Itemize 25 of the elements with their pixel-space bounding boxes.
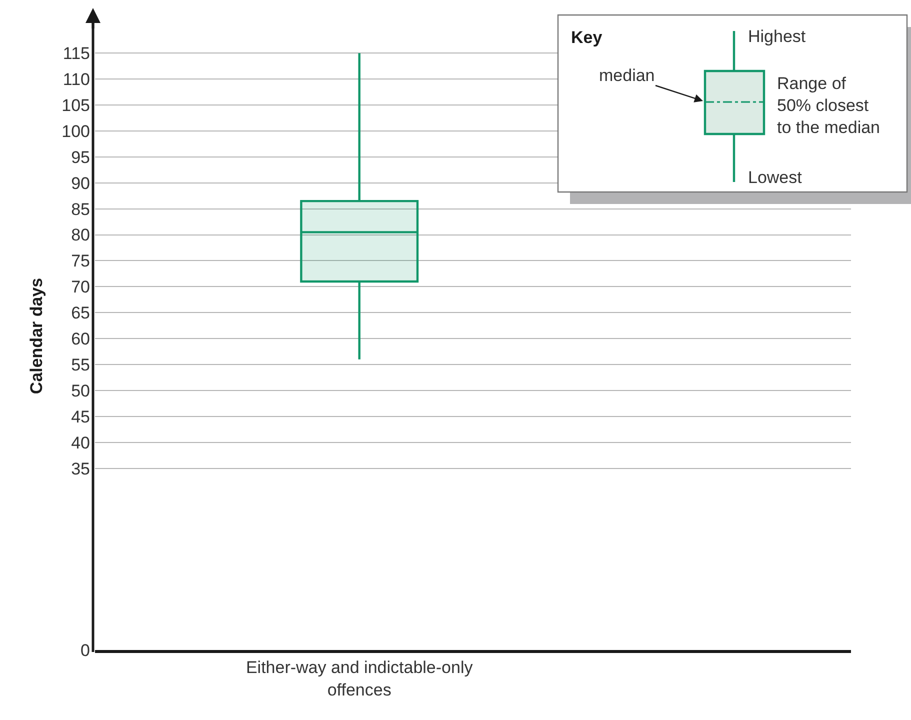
- annotation: Key: [571, 28, 603, 47]
- y-tick-label: 95: [71, 148, 90, 167]
- y-tick-label: 115: [62, 44, 90, 64]
- x-tick-label: Either-way and indictable-only offences: [246, 658, 474, 700]
- y-tick-label: 75: [71, 252, 90, 271]
- y-axis-title: Calendar days: [27, 278, 46, 394]
- y-tick-label: 90: [71, 174, 90, 193]
- y-tick-label: 35: [71, 459, 90, 478]
- y-tick-label: 55: [71, 356, 90, 374]
- annotation: Highest: [748, 27, 806, 46]
- y-tick-label: 0: [80, 640, 90, 660]
- annotation: Range of 50% closest to the median: [777, 74, 880, 138]
- y-tick-label: 70: [71, 278, 90, 297]
- annotation: Lowest: [748, 168, 802, 187]
- y-tick-label: 110: [62, 70, 90, 90]
- y-tick-label: 100: [62, 122, 90, 141]
- y-tick-label: 65: [71, 304, 90, 323]
- y-tick-label: 80: [71, 226, 90, 245]
- y-tick-label: 40: [71, 433, 90, 452]
- y-tick-label: 50: [71, 381, 90, 400]
- y-tick-label: 45: [71, 407, 90, 426]
- y-tick-label: 60: [71, 330, 90, 349]
- y-tick-label: 105: [62, 96, 90, 115]
- y-tick-label: 85: [71, 200, 90, 219]
- annotation: median: [599, 66, 655, 85]
